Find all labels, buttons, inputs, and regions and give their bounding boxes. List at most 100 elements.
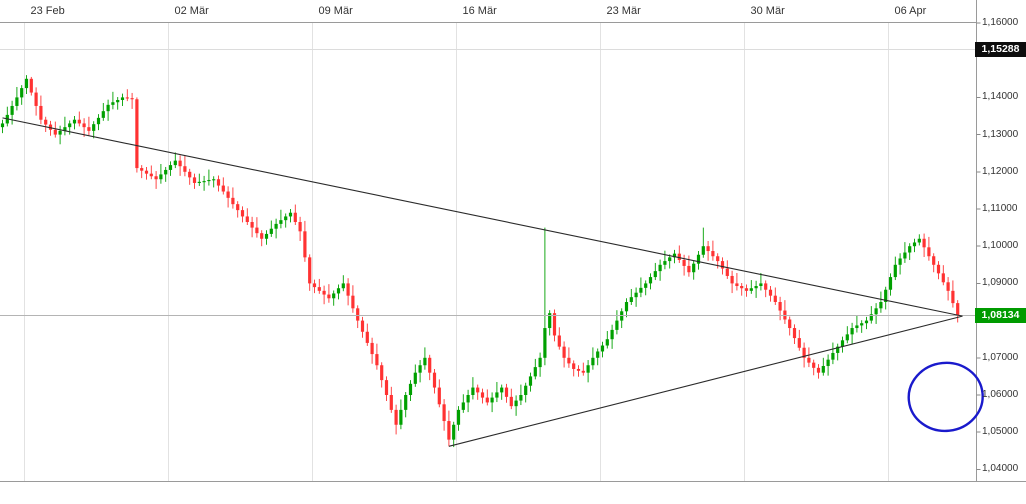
candle-body <box>63 127 67 131</box>
candle-body <box>922 238 926 248</box>
candle-body <box>399 409 403 425</box>
candle-body <box>394 409 398 425</box>
candle-body <box>288 212 293 217</box>
candle-body <box>34 92 38 106</box>
candle-body <box>111 102 115 105</box>
candle-body <box>192 177 197 183</box>
candle-body <box>476 387 480 393</box>
trendline-ascending-support[interactable] <box>448 315 963 447</box>
candle-body <box>48 124 53 130</box>
candle-body <box>624 302 629 312</box>
candle-body <box>375 354 379 366</box>
drawn-circle-annotation[interactable] <box>905 359 986 434</box>
time-axis-label: 02 Mär <box>174 5 209 17</box>
trendline-descending-resistance[interactable] <box>2 117 963 317</box>
candle-body <box>663 261 667 265</box>
candle-body <box>96 117 101 125</box>
candle-body <box>706 246 710 252</box>
candle-body <box>586 365 590 373</box>
candle-body <box>725 268 729 276</box>
candle-body <box>677 253 681 260</box>
candle-body <box>413 372 417 384</box>
candle-body <box>298 222 302 232</box>
candle-body <box>572 363 576 369</box>
time-axis[interactable]: 23 Feb 02 Mär 09 Mär 16 Mär 23 Mär 30 Mär 06 A… <box>0 0 976 22</box>
candle-body <box>341 283 345 289</box>
price-axis[interactable]: 1,16000 1,14000 1,13000 1,12000 1,11000 1,100… <box>976 0 1026 504</box>
time-axis-label: 09 Mär <box>318 5 353 17</box>
candle-body <box>221 185 225 192</box>
candle-body <box>552 313 557 336</box>
candle-body <box>898 258 902 265</box>
price-axis-label: 1,11000 <box>982 203 1018 214</box>
candle-body <box>183 166 187 172</box>
candle-body <box>591 357 595 366</box>
candle-body <box>893 264 897 278</box>
candle-body <box>759 283 763 287</box>
candle-body <box>130 98 134 100</box>
candle-body <box>576 368 581 371</box>
candle-body <box>768 289 773 296</box>
candle-body <box>408 383 413 395</box>
candle-body <box>956 303 960 316</box>
candle-body <box>255 227 259 234</box>
price-axis-label: 1,09000 <box>982 277 1019 289</box>
candle-body <box>144 170 149 174</box>
candle-body <box>135 99 139 169</box>
candle-body <box>610 329 614 340</box>
price-axis-label: 1,06000 <box>982 389 1019 400</box>
candle-body <box>279 220 283 224</box>
candle-body <box>245 216 249 223</box>
candle-body <box>452 424 456 440</box>
price-axis-label: 1,12000 <box>982 165 1019 177</box>
candle-body <box>581 370 585 373</box>
candle-body <box>519 395 523 401</box>
candle-body <box>845 334 849 341</box>
price-axis-label: 1,16000 <box>982 17 1019 28</box>
candle-body <box>716 256 720 262</box>
candle-body <box>250 222 254 228</box>
candle-body <box>442 404 446 422</box>
candle-body <box>428 357 432 373</box>
time-axis-label: 16 Mär <box>462 5 497 17</box>
candle-body <box>168 165 173 170</box>
candle-body <box>125 97 129 99</box>
candle-body <box>600 345 605 352</box>
candle-body <box>903 252 907 259</box>
candle-body <box>778 302 782 311</box>
candle-body <box>120 97 125 101</box>
candle-body <box>149 173 153 177</box>
candle-body <box>264 233 269 239</box>
candle-body <box>140 168 144 171</box>
candle-body <box>303 231 307 258</box>
price-axis-label: 1,05000 <box>982 426 1019 438</box>
candle-body <box>567 357 571 364</box>
candle-body <box>365 331 369 343</box>
candle-body <box>284 216 288 221</box>
candle-body <box>797 338 801 348</box>
price-axis-label: 1,14000 <box>982 91 1019 103</box>
candle-body <box>432 372 437 388</box>
candle-body <box>197 181 201 183</box>
candle-body <box>917 238 921 243</box>
candle-body <box>764 283 768 290</box>
candle-body <box>389 395 393 410</box>
candle-body <box>336 288 341 294</box>
candle-body <box>29 78 33 93</box>
candle-body <box>77 119 81 124</box>
candle-body <box>696 254 701 264</box>
candle-body <box>164 169 168 175</box>
candle-body <box>312 283 317 288</box>
candle-body <box>855 325 859 329</box>
price-axis-label: 1,13000 <box>982 128 1019 140</box>
candle-body <box>212 179 216 181</box>
candle-body <box>308 257 312 284</box>
candle-body <box>720 261 725 269</box>
candle-body <box>24 78 29 89</box>
candle-body <box>437 387 441 405</box>
candle-body <box>812 362 816 368</box>
candle-body <box>773 295 777 302</box>
candle-body <box>687 265 691 273</box>
